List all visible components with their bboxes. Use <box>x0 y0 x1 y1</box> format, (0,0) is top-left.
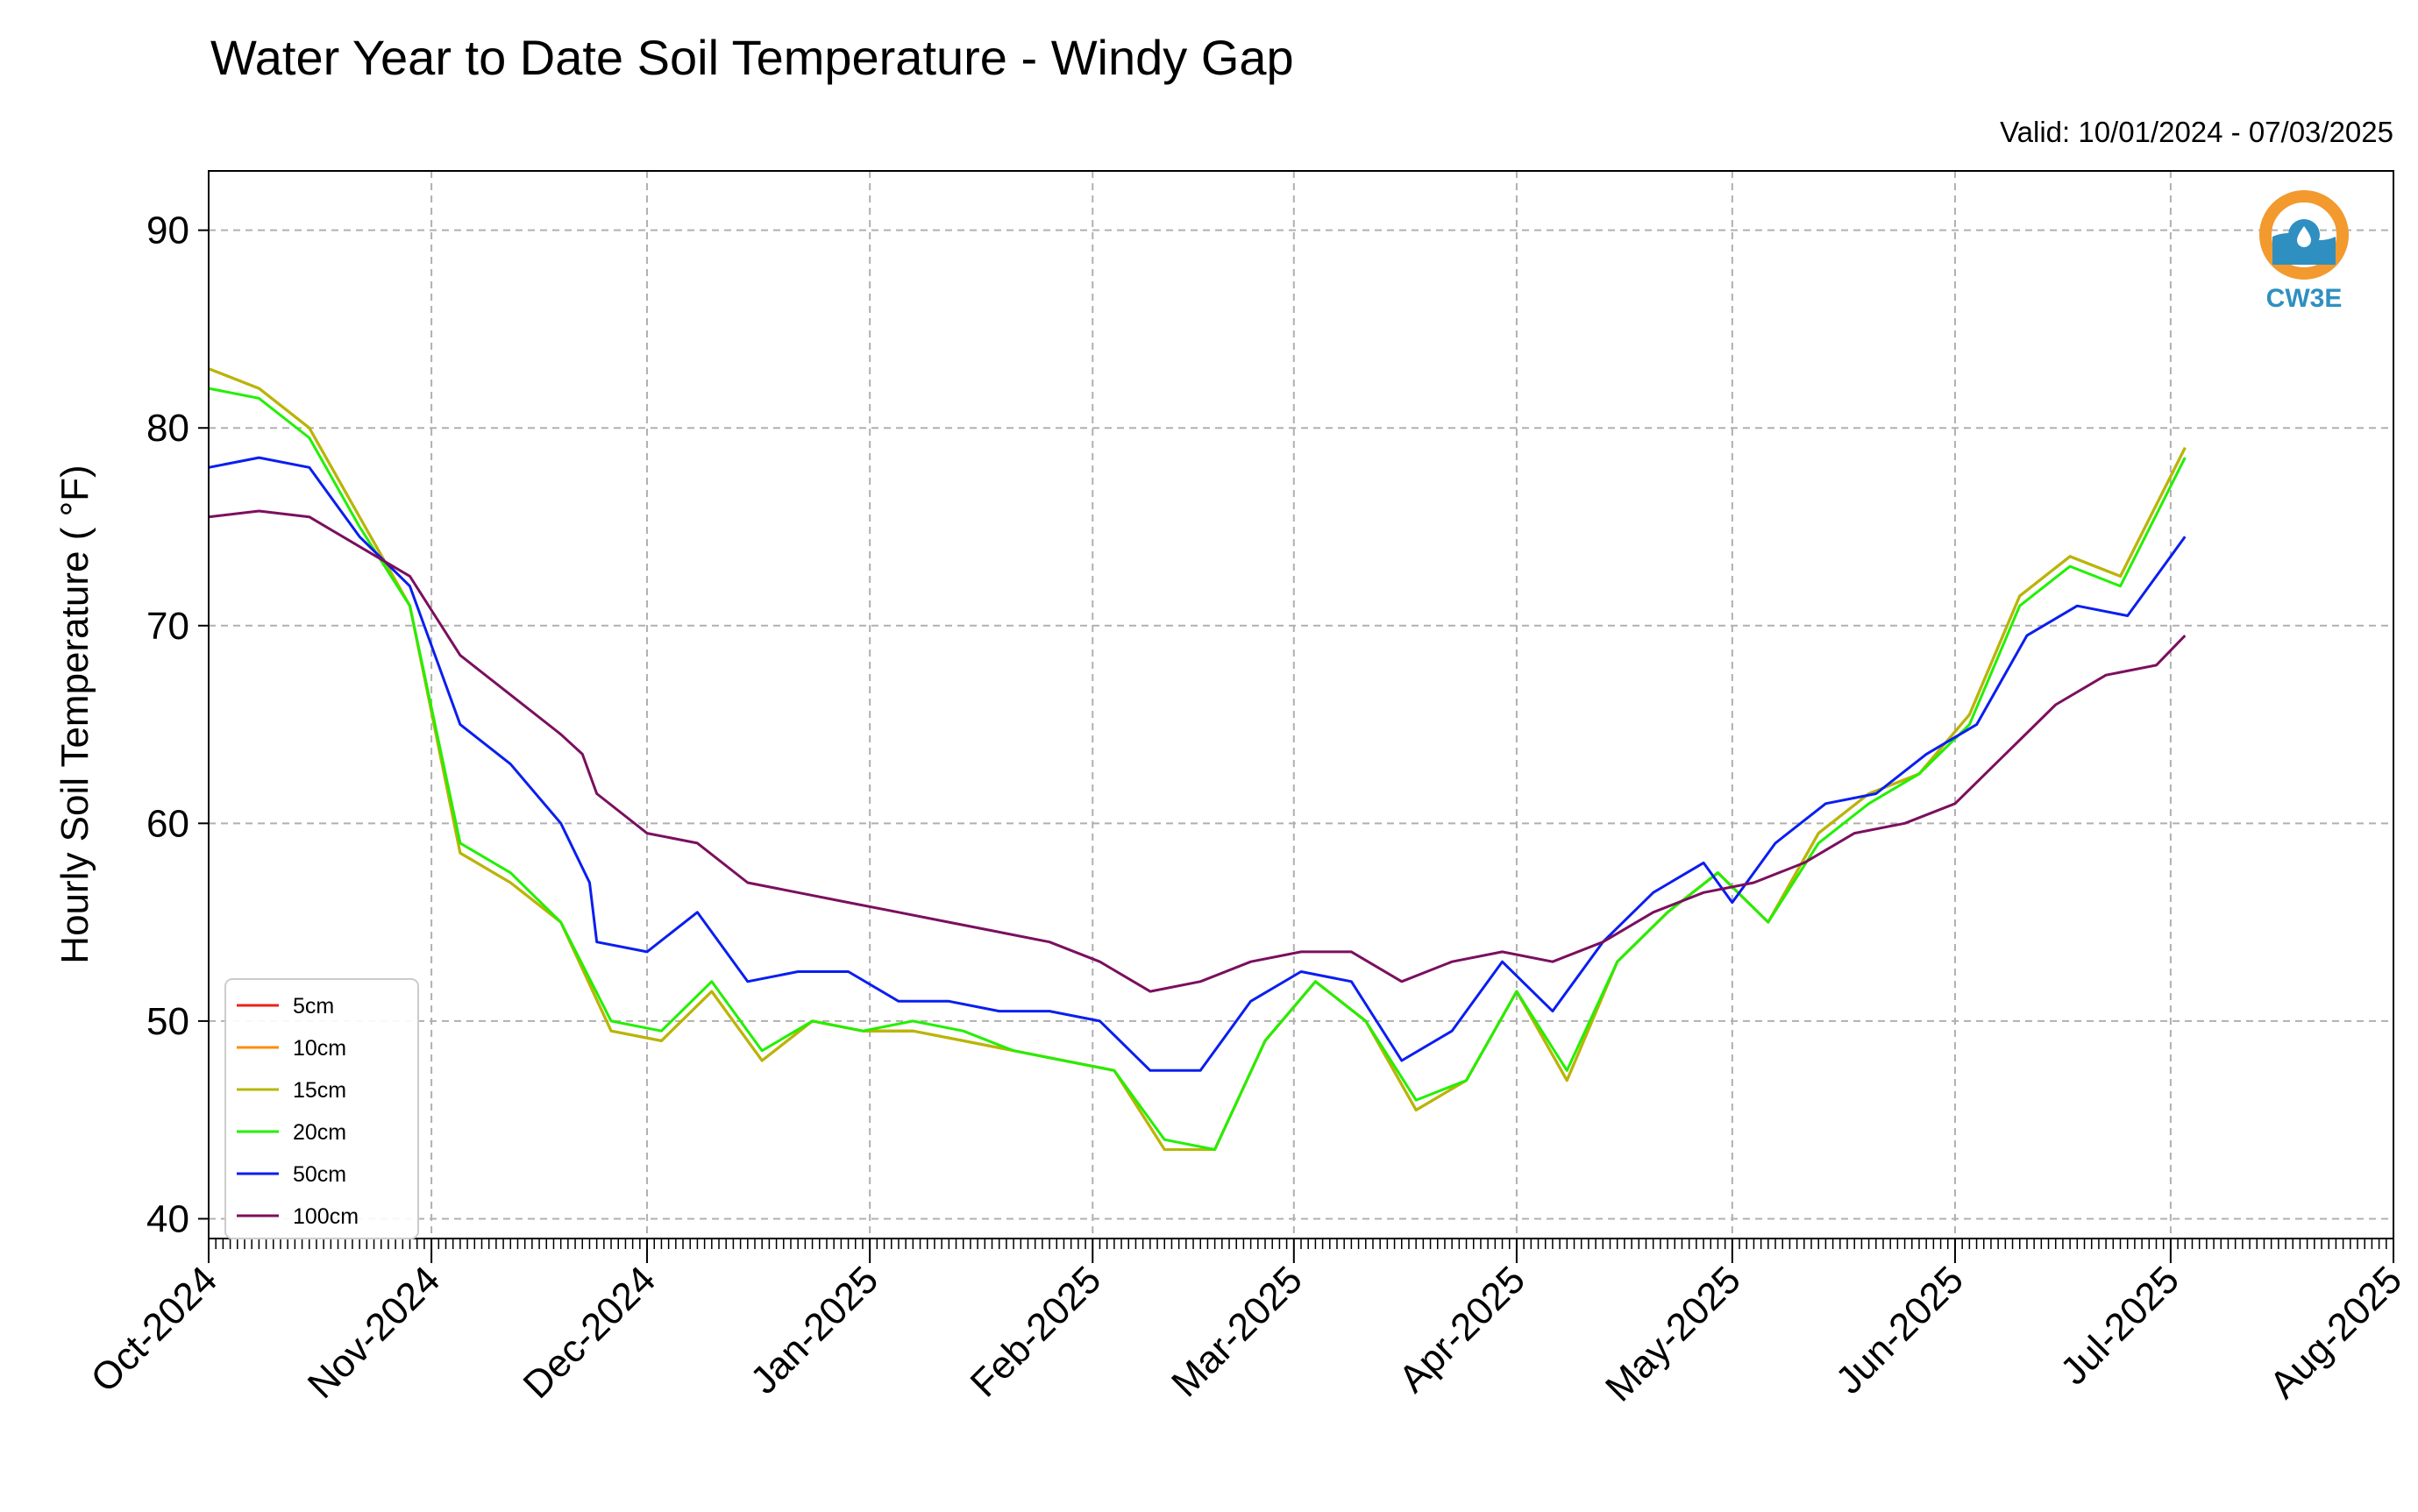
x-tick-label: Jun-2025 <box>1828 1258 1972 1402</box>
legend-label-20cm: 20cm <box>293 1120 346 1145</box>
legend: 5cm 10cm 15cm 20cm 50cm 100cm <box>224 978 419 1239</box>
y-tick-label: 40 <box>146 1197 189 1240</box>
x-tick-label: Jan-2025 <box>743 1258 886 1402</box>
plot-frame <box>208 170 2394 1239</box>
chart-title: Water Year to Date Soil Temperature - Wi… <box>210 30 1294 85</box>
x-tick-labels: Oct-2024 Nov-2024 Dec-2024 Jan-2025 Feb-2025… <box>82 1258 2410 1409</box>
x-tick-label: Oct-2024 <box>82 1258 225 1401</box>
y-tick-label: 80 <box>146 407 189 450</box>
logo-droplet-icon <box>2297 226 2311 247</box>
y-axis-label: Hourly Soil Temperature ( °F) <box>53 465 96 963</box>
axis-ticks <box>198 229 2394 1263</box>
legend-label-50cm: 50cm <box>293 1162 346 1187</box>
logo-ring-icon <box>2259 190 2349 280</box>
legend-label-5cm: 5cm <box>293 994 334 1019</box>
logo-text: CW3E <box>2266 284 2343 313</box>
y-tick-labels: 40 50 60 70 80 90 <box>146 209 189 1241</box>
series-line-50cm <box>208 456 2187 1072</box>
x-tick-label: Aug-2025 <box>2261 1258 2410 1407</box>
series-lines <box>208 367 2187 1151</box>
x-tick-label: Mar-2025 <box>1163 1258 1311 1405</box>
x-tick-label: May-2025 <box>1597 1258 1749 1409</box>
x-tick-label: Feb-2025 <box>963 1258 1110 1405</box>
series-line-15cm <box>208 367 2187 1151</box>
grid-lines <box>208 171 2394 1239</box>
x-tick-label: Apr-2025 <box>1390 1258 1533 1401</box>
x-tick-label: Dec-2024 <box>516 1258 665 1407</box>
legend-label-15cm: 15cm <box>293 1078 346 1103</box>
y-tick-label: 90 <box>146 209 189 252</box>
series-line-20cm <box>208 387 2187 1151</box>
series-line-100cm <box>208 509 2187 993</box>
chart-subtitle: Valid: 10/01/2024 - 07/03/2025 <box>2000 116 2393 148</box>
legend-label-10cm: 10cm <box>293 1036 346 1061</box>
legend-label-100cm: 100cm <box>293 1204 359 1229</box>
x-tick-label: Jul-2025 <box>2052 1258 2187 1393</box>
y-tick-label: 70 <box>146 605 189 648</box>
cw3e-logo: CW3E <box>2259 190 2349 313</box>
y-tick-label: 50 <box>146 1000 189 1043</box>
y-tick-label: 60 <box>146 802 189 845</box>
x-tick-label: Nov-2024 <box>300 1258 449 1407</box>
